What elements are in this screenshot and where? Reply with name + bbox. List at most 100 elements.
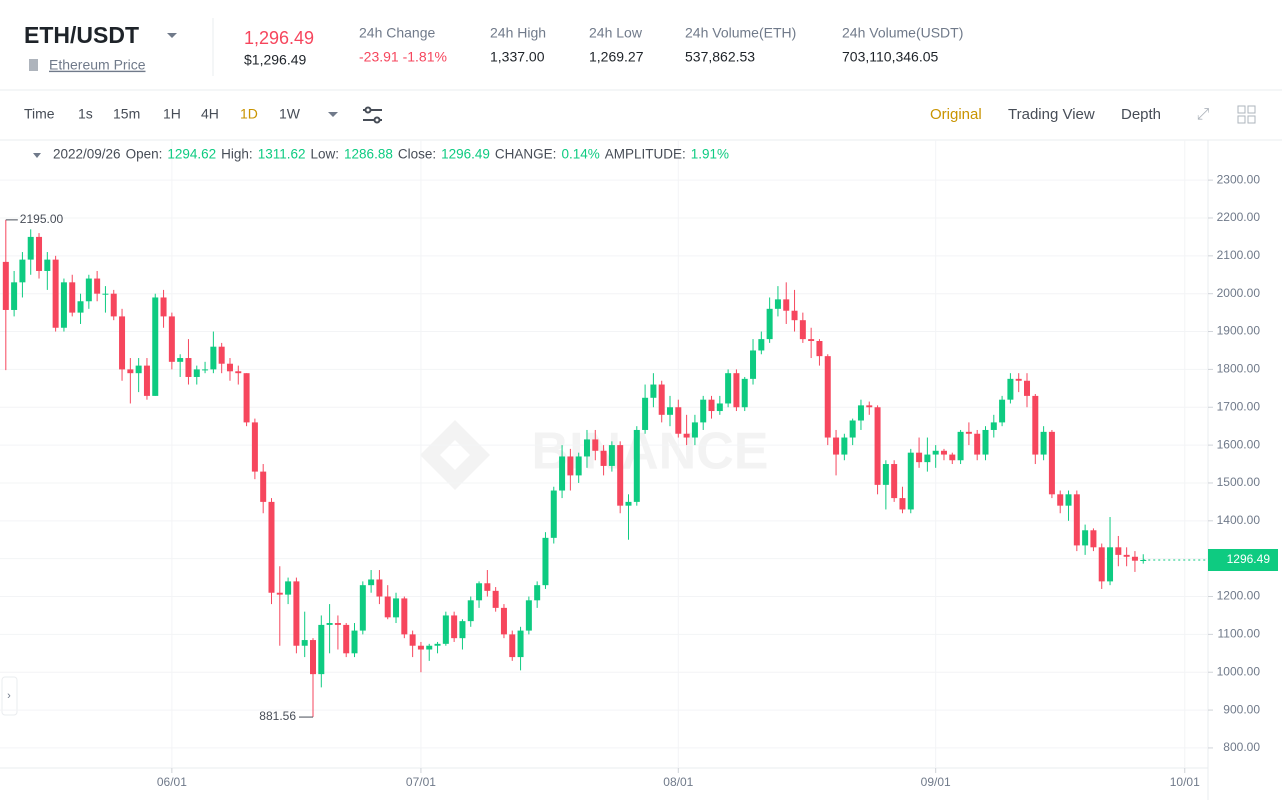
candle-body — [11, 282, 18, 310]
view-tab[interactable]: Trading View — [1008, 106, 1095, 123]
candle-body — [600, 450, 607, 466]
candle-body — [965, 431, 972, 434]
candle-body — [1032, 395, 1039, 455]
more-intervals[interactable] — [328, 112, 338, 117]
last-price: 1,296.49 — [244, 28, 314, 48]
fullscreen-icon[interactable]: ⤢ — [1197, 106, 1210, 123]
candle-body — [617, 445, 624, 506]
settings-icon[interactable] — [363, 106, 382, 124]
candle-body — [550, 490, 557, 538]
y-tick-label: 900.00 — [1223, 702, 1260, 716]
candle-body — [916, 452, 923, 463]
candle-body — [94, 278, 101, 294]
y-tick-label: 2100.00 — [1217, 248, 1261, 262]
ohlc-info: 2022/09/26 — [53, 147, 121, 162]
candle-body — [27, 236, 34, 260]
x-tick-label: 06/01 — [157, 775, 187, 789]
candle-body — [841, 437, 848, 455]
y-tick-label: 1500.00 — [1217, 475, 1261, 489]
collapse-arrow[interactable] — [33, 153, 41, 158]
candle-body — [982, 429, 989, 455]
candle-body — [500, 607, 507, 635]
candle-body — [725, 373, 732, 404]
side-toggle[interactable] — [1, 676, 18, 716]
candle-body — [276, 592, 283, 595]
price-tag — [1208, 548, 1278, 571]
candle-body — [849, 420, 856, 438]
interval-button[interactable]: 4H — [201, 106, 219, 122]
candle-body — [1090, 530, 1097, 548]
y-tick-label: 1200.00 — [1217, 589, 1261, 603]
interval-button[interactable]: 15m — [113, 106, 140, 122]
candle-body — [808, 339, 815, 342]
candle-body — [434, 643, 441, 646]
view-tab[interactable]: Original — [930, 106, 982, 123]
candle-body — [891, 464, 898, 499]
ohlc-info: Close: — [398, 147, 436, 162]
candle-body — [758, 339, 765, 351]
candle-body — [750, 350, 757, 379]
interval-button[interactable]: 1H — [163, 106, 181, 122]
interval-button[interactable]: Time — [24, 106, 55, 122]
candle-body — [310, 640, 317, 675]
layout-icon[interactable] — [1237, 115, 1246, 124]
subtitle-link[interactable]: Ethereum Price — [49, 57, 146, 73]
layout-icon[interactable] — [1237, 105, 1246, 114]
stat-value: 1,337.00 — [490, 49, 545, 65]
candle-body — [119, 316, 126, 370]
candle-body — [783, 299, 790, 311]
candle-body — [683, 433, 690, 438]
candle-body — [36, 236, 43, 271]
stat-label: 24h Change — [359, 25, 436, 41]
symbol[interactable]: ETH/USDT — [24, 22, 139, 48]
candle-body — [384, 596, 391, 618]
stat-label: 24h Low — [589, 25, 643, 41]
candle-body — [85, 278, 92, 302]
y-tick-label: 800.00 — [1223, 740, 1260, 754]
candle-body — [741, 378, 748, 408]
interval-button[interactable]: 1s — [78, 106, 93, 122]
stat-label: 24h Volume(ETH) — [685, 25, 796, 41]
layout-icon[interactable] — [1247, 105, 1256, 114]
price-tag-label: 1296.49 — [1227, 552, 1271, 566]
ohlc-info: 1296.49 — [441, 147, 490, 162]
candle-body — [1065, 494, 1072, 506]
ohlc-info: Open: — [126, 147, 163, 162]
candle-body — [691, 422, 698, 438]
candle-body — [60, 282, 67, 328]
y-tick-label: 1900.00 — [1217, 324, 1261, 338]
candle-body — [193, 369, 200, 377]
y-tick-label: 1700.00 — [1217, 399, 1261, 413]
candle-body — [791, 310, 798, 321]
candle-body — [667, 407, 674, 415]
candle-body — [559, 456, 566, 491]
candle-body — [592, 439, 599, 451]
dropdown-arrow[interactable] — [167, 33, 177, 38]
candle-body — [426, 645, 433, 650]
x-tick-label: 08/01 — [663, 775, 693, 789]
candle-body — [766, 308, 773, 340]
ohlc-info: 1294.62 — [167, 147, 216, 162]
price-usd: $1,296.49 — [244, 52, 306, 68]
interval-button[interactable]: 1W — [279, 106, 301, 122]
y-tick-label: 2200.00 — [1217, 210, 1261, 224]
stat-value: -23.91 -1.81% — [359, 49, 447, 65]
layout-icon[interactable] — [1247, 115, 1256, 124]
ohlc-info: 0.14% — [561, 147, 599, 162]
side-toggle-icon[interactable]: › — [7, 690, 11, 702]
candle-body — [899, 498, 906, 510]
candle-body — [492, 590, 499, 608]
candle-body — [268, 501, 275, 593]
candle-body — [467, 600, 474, 622]
candle-body — [990, 422, 997, 430]
candle-body — [932, 450, 939, 455]
view-tab[interactable]: Depth — [1121, 106, 1161, 123]
candle-body — [393, 598, 400, 618]
candle-body — [517, 630, 524, 658]
candle-body — [1073, 494, 1080, 546]
interval-button[interactable]: 1D — [240, 106, 258, 122]
candle-body — [459, 621, 466, 639]
doc-icon — [29, 59, 38, 71]
candle-body — [285, 581, 292, 595]
candle-body — [1024, 380, 1031, 396]
